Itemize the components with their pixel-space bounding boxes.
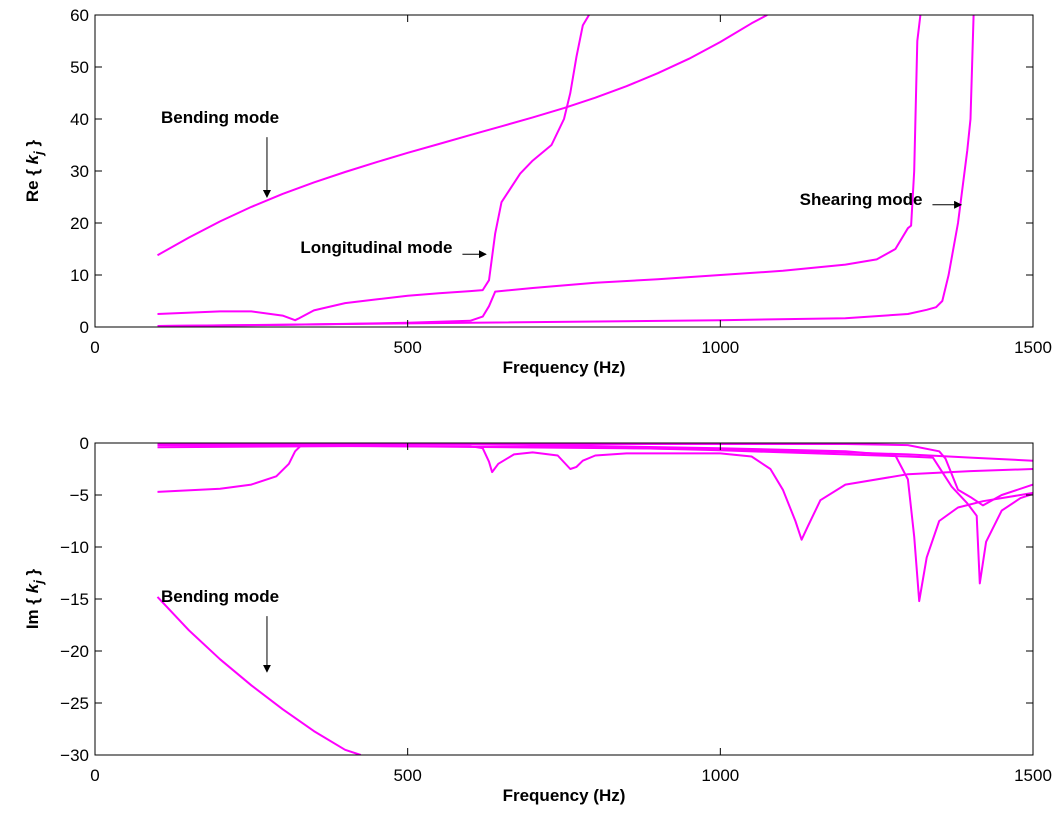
y-tick-label: 20	[70, 214, 89, 233]
annotation-label: Bending mode	[161, 587, 279, 606]
x-axis-label: Frequency (Hz)	[503, 358, 626, 377]
y-tick-label: −25	[60, 694, 89, 713]
y-axis-label-prefix: Re {	[23, 164, 42, 202]
y-tick-label: 60	[70, 6, 89, 25]
series-group	[156, 443, 1033, 755]
series-line-1	[156, 596, 362, 755]
y-tick-label: 40	[70, 110, 89, 129]
series-line-3	[157, 15, 922, 327]
bottom-plot-imaginary-part: 0 500 1000 1500 0 −5 −10 −15 −20 −25 −30 Frequency …	[23, 434, 1052, 805]
y-tick-label: 0	[80, 318, 89, 337]
x-tick-label: 1000	[701, 766, 739, 785]
x-axis-label: Frequency (Hz)	[503, 786, 626, 805]
series-line-1	[157, 15, 768, 257]
y-axis-label-prefix: Im {	[23, 593, 42, 629]
y-tick-label: −20	[60, 642, 89, 661]
top-plot-real-part: 0 500 1000 1500 0 10 20 30 40 50 60 Frequency (Hz) R…	[23, 6, 1052, 377]
series-line-6	[157, 443, 1033, 462]
annotation-label: Bending mode	[161, 108, 279, 127]
y-tick-label: 50	[70, 58, 89, 77]
y-tick-label: −30	[60, 746, 89, 765]
y-axis-label-suffix: }	[23, 140, 42, 152]
y-tick-label: 30	[70, 162, 89, 181]
y-tick-label: −15	[60, 590, 89, 609]
plot-frame	[94, 14, 1034, 328]
y-tick-label: −5	[70, 486, 89, 505]
series-line-4	[157, 15, 975, 327]
x-tick-label: 0	[90, 766, 99, 785]
series-group	[157, 15, 975, 327]
y-axis-label-subscript: j	[31, 151, 46, 157]
x-tick-label: 0	[90, 338, 99, 357]
series-line-3	[157, 445, 1033, 541]
annotation-label: Longitudinal mode	[300, 238, 452, 257]
annotation-label: Shearing mode	[800, 190, 923, 209]
x-tick-label: 500	[393, 766, 421, 785]
series-line-2	[157, 15, 590, 322]
y-tick-label: 10	[70, 266, 89, 285]
x-tick-label: 1500	[1014, 338, 1052, 357]
x-tick-label: 1000	[701, 338, 739, 357]
x-tick-label: 1500	[1014, 766, 1052, 785]
y-axis-label-suffix: }	[23, 568, 42, 580]
y-axis-label: Re { kj }	[23, 140, 46, 203]
x-tick-label: 500	[393, 338, 421, 357]
y-tick-label: 0	[80, 434, 89, 453]
y-axis-label: Im { kj }	[23, 568, 46, 629]
y-axis-label-subscript: j	[31, 580, 46, 586]
series-line-5	[157, 444, 1033, 585]
y-axis-label-variable: k	[23, 582, 42, 593]
y-axis-label-variable: k	[23, 153, 42, 164]
y-tick-label: −10	[60, 538, 89, 557]
series-line-4	[157, 443, 1033, 603]
